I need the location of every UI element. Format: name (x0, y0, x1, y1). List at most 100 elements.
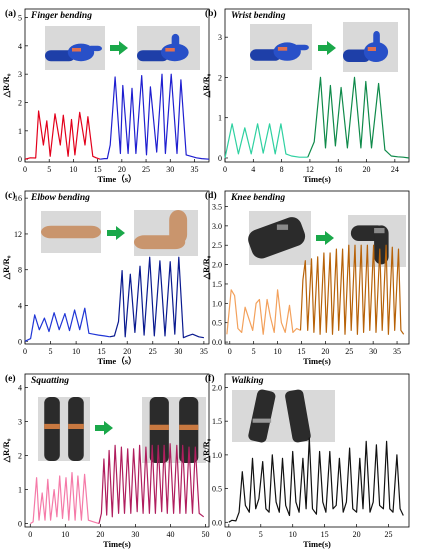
y-tick-label: 1.0 (212, 299, 222, 308)
series-line-1 (24, 110, 101, 160)
series-line-2 (109, 256, 205, 339)
y-tick-label: 3 (18, 70, 22, 79)
arm-shape (169, 210, 188, 245)
y-tick-label: 3 (18, 418, 22, 427)
panel-title: Elbow bending (30, 193, 90, 203)
sensor-strip (276, 224, 289, 230)
series-line-2 (100, 73, 210, 160)
x-tick-label: 25 (149, 347, 157, 356)
x-axis-label: Time(s) (303, 174, 331, 184)
x-tick-label: 20 (118, 165, 126, 174)
plot-frame (24, 373, 210, 528)
x-tick-label: 30 (369, 347, 377, 356)
x-tick-label: 10 (61, 530, 69, 539)
right-arrow-icon (110, 41, 128, 55)
x-tick-label: 20 (321, 347, 329, 356)
x-axis-label: Time(s) (303, 539, 331, 549)
y-tick-label: 1 (218, 114, 222, 123)
x-tick-label: 10 (69, 165, 77, 174)
panel-label: (e) (5, 373, 16, 384)
panel-label: (c) (5, 190, 16, 201)
knee-bent-photo (348, 215, 406, 267)
panel-label: (a) (5, 8, 16, 19)
x-tick-label: 25 (345, 347, 353, 356)
sensor-strip (165, 48, 175, 52)
series-line-2 (307, 76, 410, 159)
sensor-strip (72, 48, 81, 52)
series-line-2 (98, 443, 205, 524)
y-tick-label: 16 (14, 194, 22, 203)
panel-label: (b) (205, 8, 217, 19)
y-axis-label: △R/R₀ (1, 438, 11, 463)
panel-title: Squatting (31, 376, 69, 386)
right-arrow-icon (107, 226, 125, 240)
y-tick-label: 0 (18, 155, 22, 164)
chart-panel-4: 0.0 0.5 1.0 1.5 2.0 2.5 3.0 3.5 0 5 10 15 20 25 30 35 (d… (201, 190, 410, 366)
y-tick-label: 1 (18, 486, 22, 495)
series-line-1 (24, 307, 110, 342)
sensor-strip (68, 423, 84, 429)
y-tick-label: 2 (218, 73, 222, 82)
knee-straight-photo (248, 211, 311, 265)
glove-shape (343, 49, 371, 62)
x-tick-label: 16 (334, 165, 342, 174)
y-tick-label: 1.5 (212, 417, 222, 426)
y-tick-label: 2.0 (212, 261, 222, 270)
x-tick-label: 0 (28, 530, 32, 539)
glove-shape (137, 50, 169, 62)
glove-shape (87, 45, 102, 52)
walking-legs-photo (232, 389, 335, 443)
x-tick-label: 15 (297, 347, 305, 356)
leg-shape (248, 217, 306, 259)
y-tick-label: 2.0 (212, 383, 222, 392)
x-tick-label: 4 (251, 165, 255, 174)
y-tick-label: 2 (18, 99, 22, 108)
x-axis-label: Time(s) (103, 539, 131, 549)
y-tick-label: 1.0 (212, 451, 222, 460)
y-axis-label: △R/R₀ (201, 73, 211, 98)
right-arrow-icon (318, 41, 336, 55)
x-tick-label: 20 (353, 530, 361, 539)
arm-shape (41, 225, 101, 239)
panel-label: (f) (205, 373, 215, 384)
hand-straight-photo (45, 26, 105, 70)
x-tick-label: 5 (47, 165, 51, 174)
x-tick-label: 15 (94, 165, 102, 174)
chart-panel-1: 0 1 2 3 4 5 0 5 10 15 20 25 30 35 (a) Finger bending Tim… (1, 8, 210, 184)
y-tick-label: 0 (18, 337, 22, 346)
series-line-1 (29, 472, 100, 525)
plot-frame (224, 373, 410, 528)
y-tick-label: 0 (218, 154, 222, 163)
x-tick-label: 10 (274, 347, 282, 356)
y-tick-label: 0.5 (212, 319, 222, 328)
glove-shape (45, 50, 75, 62)
x-tick-label: 10 (289, 530, 297, 539)
x-tick-label: 15 (98, 347, 106, 356)
sensor-strip (179, 424, 199, 430)
y-tick-label: 4 (18, 302, 22, 311)
panel-title: Walking (231, 376, 264, 386)
x-tick-label: 25 (142, 165, 150, 174)
plot-frame (224, 190, 410, 345)
right-arrow-icon (95, 421, 113, 435)
x-axis-label: Time（s） (97, 356, 136, 366)
panel-title: Wrist bending (231, 11, 286, 21)
sensor-strip (277, 47, 288, 51)
y-axis-label: △R/R₀ (1, 255, 11, 280)
sensor-strip (149, 424, 169, 430)
x-tick-label: 0 (223, 165, 227, 174)
panel-label: (d) (205, 190, 217, 201)
series-line-1 (228, 437, 404, 523)
photo-background (232, 390, 335, 442)
x-tick-label: 30 (131, 530, 139, 539)
wrist-bent-photo (343, 22, 398, 72)
series-line-1 (224, 123, 308, 159)
chart-panel-6: 0.0 0.5 1.0 1.5 2.0 0 5 10 15 20 25 (f) Walking Time(… (201, 373, 410, 549)
x-tick-label: 8 (280, 165, 284, 174)
x-tick-label: 10 (72, 347, 80, 356)
sensor-strip (252, 418, 272, 423)
y-tick-label: 3.5 (212, 202, 222, 211)
x-tick-label: 5 (49, 347, 53, 356)
